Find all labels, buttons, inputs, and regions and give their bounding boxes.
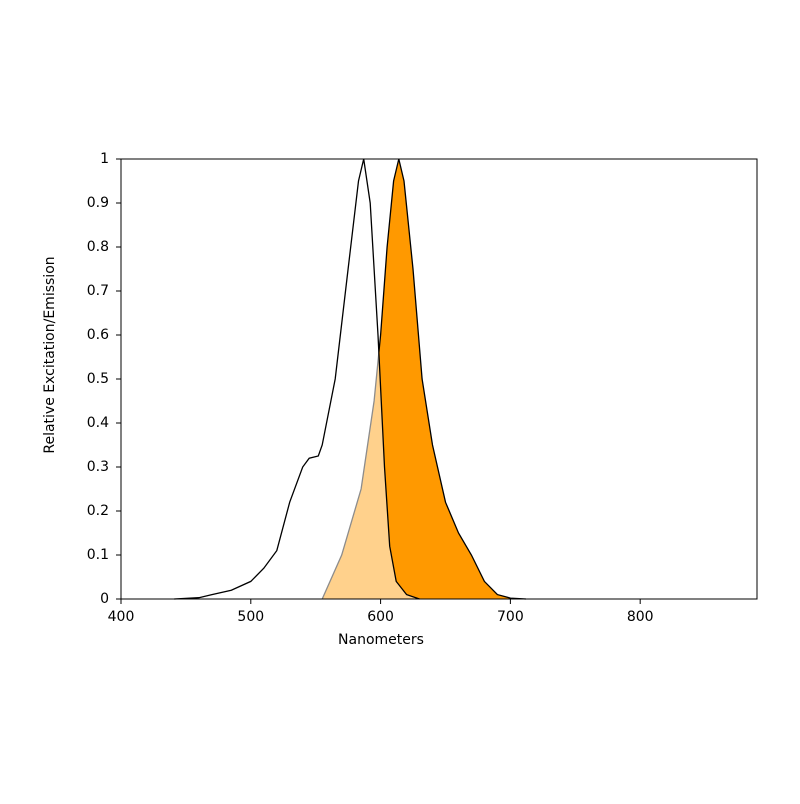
y-tick-label: 0.2 <box>87 503 109 519</box>
y-tick-label: 0.4 <box>87 415 109 431</box>
y-tick-label: 1 <box>100 151 109 167</box>
y-tick-label: 0.7 <box>87 283 109 299</box>
y-tick-label: 0.1 <box>87 547 109 563</box>
y-tick-label: 0 <box>100 591 109 607</box>
x-tick-label: 800 <box>627 609 654 625</box>
y-axis-label: Relative Excitation/Emission <box>42 256 58 453</box>
y-tick-label: 0.8 <box>87 239 109 255</box>
x-axis-label: Nanometers <box>338 632 424 648</box>
x-tick-label: 500 <box>237 609 264 625</box>
y-tick-label: 0.9 <box>87 195 109 211</box>
y-tick-label: 0.5 <box>87 371 109 387</box>
y-tick-label: 0.3 <box>87 459 109 475</box>
line <box>174 158 420 600</box>
y-tick-label: 0.6 <box>87 327 109 343</box>
x-tick-label: 600 <box>367 609 394 625</box>
x-tick-label: 700 <box>497 609 524 625</box>
area-fill <box>174 159 420 599</box>
x-tick-label: 400 <box>108 609 135 625</box>
